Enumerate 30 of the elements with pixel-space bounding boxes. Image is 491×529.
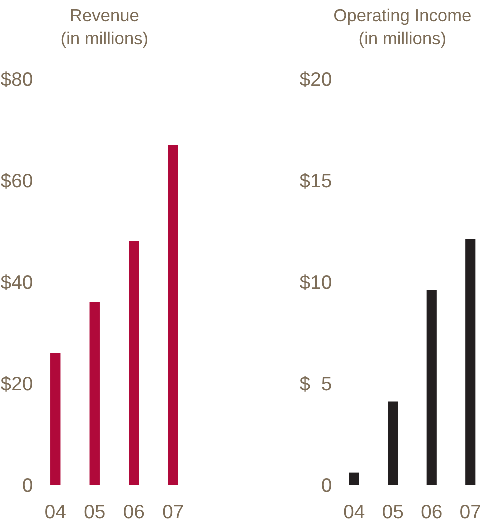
- bar: [129, 241, 140, 485]
- x-tick-label: 05: [383, 504, 404, 519]
- y-tick-label: $15: [300, 173, 332, 189]
- y-tick-label: $20: [300, 72, 332, 88]
- x-tick-label: 07: [460, 504, 480, 519]
- y-tick-label: $ 5: [300, 376, 332, 392]
- bar: [466, 239, 476, 485]
- bar: [168, 144, 178, 485]
- bar: [90, 302, 100, 485]
- y-tick-label: $20: [0, 376, 32, 392]
- chart-title: Operating Income: [334, 8, 471, 26]
- chart-title: Revenue: [71, 10, 139, 22]
- chart-subtitle: (in millions): [360, 32, 446, 48]
- bar: [349, 472, 360, 485]
- y-tick-label: $10: [300, 274, 332, 290]
- x-tick-label: 05: [84, 504, 105, 519]
- bar: [50, 353, 61, 485]
- x-tick-label: 07: [163, 504, 184, 519]
- y-tick-label: $80: [0, 72, 32, 88]
- y-tick-label: 0: [322, 478, 332, 492]
- bar: [426, 290, 437, 485]
- y-tick-label: $60: [0, 173, 32, 189]
- bar: [388, 402, 398, 485]
- x-tick-label: 04: [46, 504, 66, 519]
- chart-subtitle: (in millions): [62, 32, 148, 48]
- y-tick-label: 0: [23, 478, 32, 492]
- x-tick-label: 04: [344, 504, 365, 519]
- y-tick-label: $40: [0, 274, 32, 290]
- x-tick-label: 06: [422, 504, 442, 519]
- x-tick-label: 06: [124, 504, 144, 519]
